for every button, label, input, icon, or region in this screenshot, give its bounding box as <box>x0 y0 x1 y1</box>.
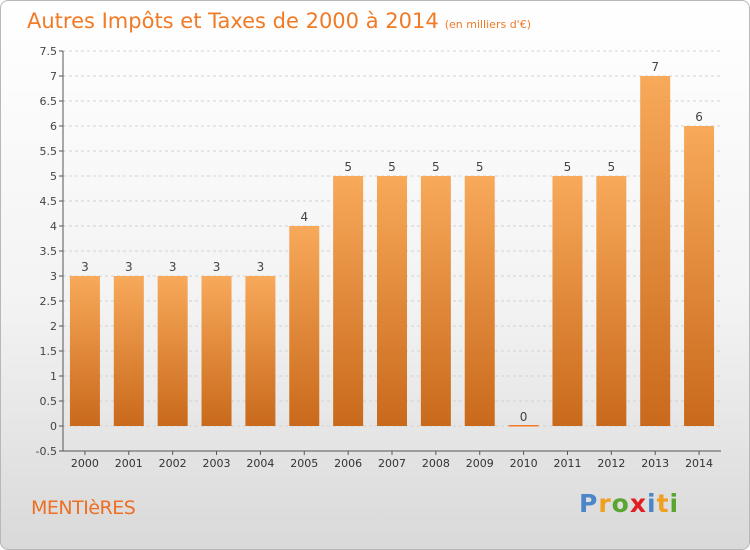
bar <box>201 276 232 426</box>
logo-letter: x <box>629 489 647 518</box>
x-tick-label: 2012 <box>597 457 625 470</box>
y-tick-label: 5 <box>50 170 57 183</box>
logo-letter: i <box>647 489 657 518</box>
data-label: 3 <box>213 260 221 274</box>
data-label: 4 <box>300 210 308 224</box>
proxiti-logo: Proxiti <box>579 489 679 518</box>
y-tick-label: 2.5 <box>40 295 58 308</box>
chart-subtitle: (en milliers d'€) <box>444 18 531 31</box>
data-label: 5 <box>344 160 352 174</box>
x-tick-label: 2005 <box>290 457 318 470</box>
bar <box>420 176 451 426</box>
x-tick-label: 2003 <box>203 457 231 470</box>
logo-letter: o <box>611 489 630 518</box>
y-tick-label: 3 <box>50 270 57 283</box>
bar <box>508 425 539 427</box>
data-label: 3 <box>125 260 133 274</box>
bar <box>157 276 188 426</box>
y-tick-label: 4.5 <box>40 195 58 208</box>
logo-letter: i <box>669 489 680 518</box>
bar <box>289 226 320 426</box>
data-label: 6 <box>695 110 703 124</box>
y-tick-label: 6.5 <box>40 95 58 108</box>
data-label: 5 <box>476 160 484 174</box>
x-tick-label: 2001 <box>115 457 143 470</box>
commune-name: MENTIèRES <box>31 497 136 519</box>
x-tick-label: 2004 <box>246 457 274 470</box>
x-tick-label: 2010 <box>510 457 538 470</box>
data-labels: 3 3 3 3 3 4 5 5 5 5 0 5 5 7 6 <box>81 60 703 424</box>
x-tick-label: 2006 <box>334 457 362 470</box>
y-tick-label: 7 <box>50 70 57 83</box>
y-tick-label: 3.5 <box>40 245 58 258</box>
chart-title: Autres Impôts et Taxes de 2000 à 2014 (en… <box>27 9 531 33</box>
x-tick-label: 2007 <box>378 457 406 470</box>
data-label: 7 <box>651 60 659 74</box>
y-tick-label: 1 <box>50 370 57 383</box>
bar <box>113 276 144 426</box>
y-tick-label: 7.5 <box>40 45 58 58</box>
y-tick-label: -0.5 <box>36 445 57 458</box>
x-tick-label: 2002 <box>159 457 187 470</box>
y-tick-label: 1.5 <box>40 345 58 358</box>
logo-letter: r <box>598 489 612 518</box>
bar <box>245 276 276 426</box>
data-label: 5 <box>388 160 396 174</box>
data-label: 3 <box>81 260 89 274</box>
x-tick-label: 2000 <box>71 457 99 470</box>
y-tick-label: 4 <box>50 220 57 233</box>
data-label: 5 <box>432 160 440 174</box>
bar <box>552 176 583 426</box>
bar <box>640 76 671 426</box>
y-tick-label: 0.5 <box>40 395 58 408</box>
x-tick-label: 2011 <box>553 457 581 470</box>
bar <box>69 276 100 426</box>
data-label: 5 <box>564 160 572 174</box>
data-label: 0 <box>520 410 528 424</box>
y-tick-label: 2 <box>50 320 57 333</box>
bar <box>377 176 407 426</box>
bar <box>596 176 627 426</box>
x-tick-label: 2009 <box>466 457 494 470</box>
data-label: 3 <box>257 260 265 274</box>
y-tick-label: 5.5 <box>40 145 58 158</box>
logo-letter: t <box>656 489 670 518</box>
axes: -0.5 0 0.5 1 1.5 2 2.5 3 3.5 4 4.5 5 5.5 6 6.5 7 7.5 2000… <box>36 45 721 470</box>
y-tick-label: 6 <box>50 120 57 133</box>
logo-letter: P <box>579 489 599 518</box>
bar <box>464 176 495 426</box>
data-label: 3 <box>169 260 177 274</box>
y-tick-label: 0 <box>50 420 57 433</box>
x-tick-label: 2013 <box>641 457 669 470</box>
data-label: 5 <box>608 160 616 174</box>
bars <box>69 76 715 427</box>
bar <box>684 126 715 426</box>
x-tick-label: 2014 <box>685 457 713 470</box>
x-tick-label: 2008 <box>422 457 450 470</box>
bar <box>333 176 364 426</box>
